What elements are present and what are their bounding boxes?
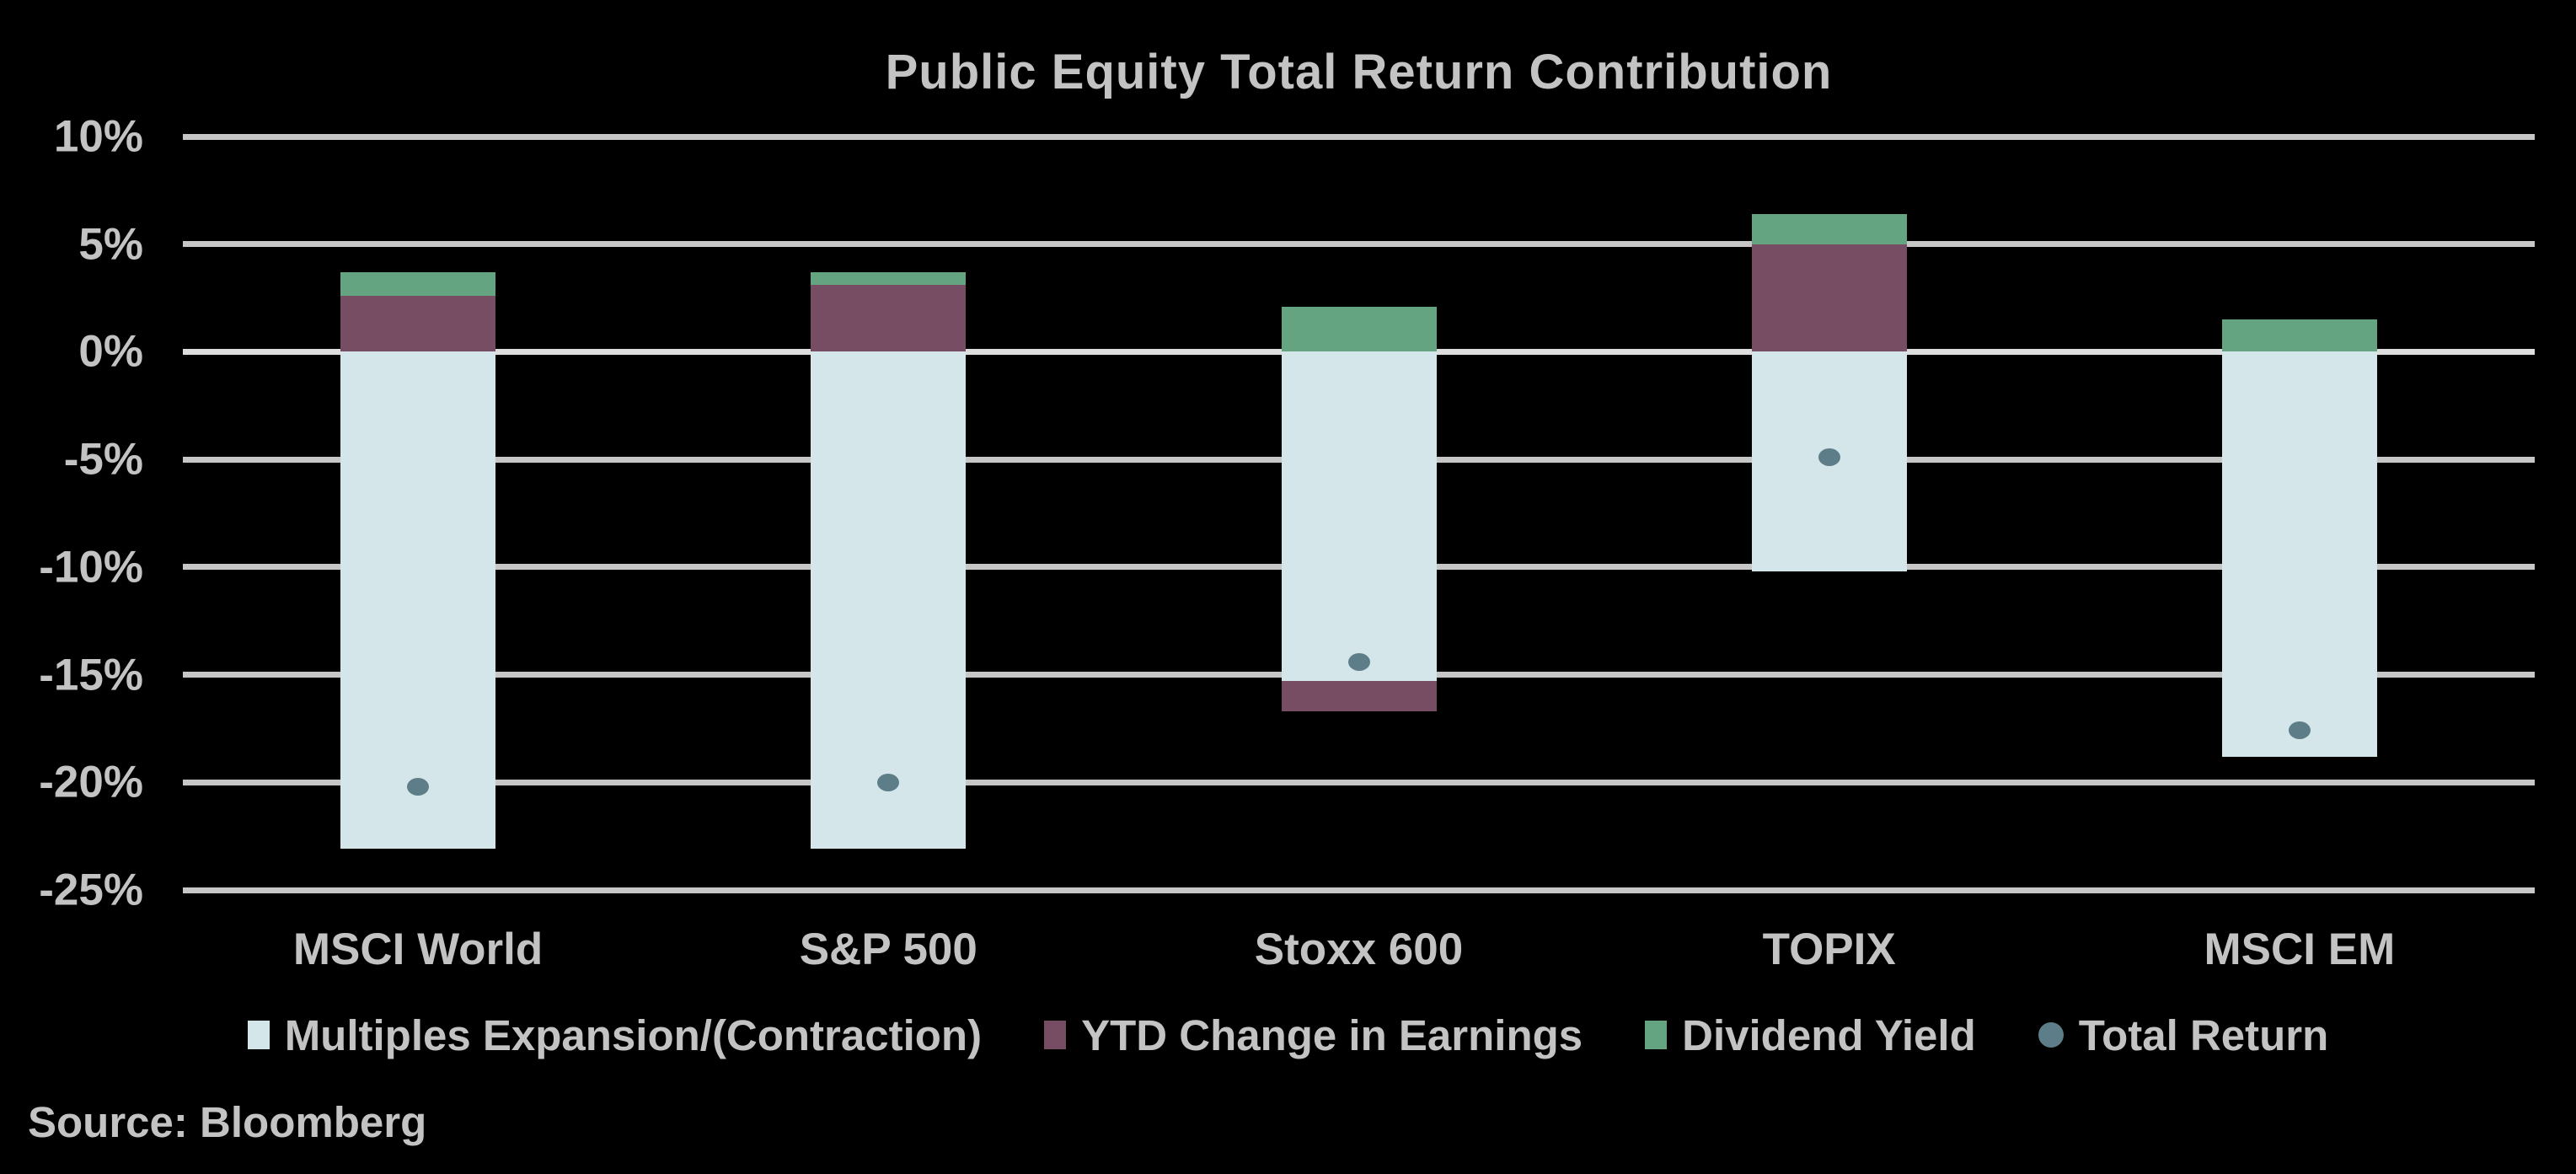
legend-swatch-icon-dividend-yield: [1645, 1021, 1668, 1049]
legend-dot-icon-total-return: [2038, 1022, 2064, 1048]
chart-title: Public Equity Total Return Contribution: [885, 45, 1833, 99]
y-tick-label-5: 5%: [78, 219, 143, 270]
legend-label-ytd-change-in-earnings: YTD Change in Earnings: [1081, 1010, 1583, 1059]
bar-segment-multiples-expansion-contraction-msci-em: [2221, 351, 2377, 757]
y-tick-label-0: 0%: [78, 326, 143, 377]
total-return-dot-stoxx-600: [1347, 652, 1370, 671]
total-return-dot-s-p-500: [877, 773, 900, 791]
y-tick-label-20: -20%: [39, 757, 143, 807]
bar-segment-dividend-yield-topix: [1751, 213, 1907, 244]
y-tick-label-5: -5%: [63, 434, 143, 485]
x-label-topix: TOPIX: [1762, 925, 1896, 974]
bar-segment-multiples-expansion-contraction-s-p-500: [811, 351, 967, 850]
legend-item-multiples-expansion-contraction: Multiples Expansion/(Contraction): [247, 1010, 983, 1060]
legend-label-multiples-expansion-contraction: Multiples Expansion/(Contraction): [284, 1010, 983, 1059]
y-tick-label-15: -15%: [39, 650, 143, 700]
legend: Multiples Expansion/(Contraction) YTD Cha…: [0, 1008, 2576, 1062]
bar-segment-dividend-yield-msci-em: [2221, 319, 2377, 352]
total-return-dot-msci-em: [2288, 721, 2311, 740]
gridline-5: [183, 241, 2535, 248]
x-label-stoxx-600: Stoxx 600: [1254, 925, 1464, 974]
y-tick-label-10: -10%: [39, 542, 143, 592]
x-label-msci-world: MSCI World: [292, 925, 544, 974]
bar-segment-dividend-yield-stoxx-600: [1281, 306, 1437, 352]
legend-item-ytd-change-in-earnings: YTD Change in Earnings: [1044, 1010, 1583, 1060]
gridline-20: [183, 779, 2535, 785]
x-label-s-p-500: S&P 500: [799, 925, 977, 974]
legend-label-dividend-yield: Dividend Yield: [1682, 1010, 1976, 1059]
total-return-dot-topix: [1818, 448, 1840, 467]
y-tick-label-10: 10%: [53, 111, 143, 162]
bar-segment-ytd-change-in-earnings-stoxx-600: [1281, 681, 1437, 711]
legend-label-total-return: Total Return: [2078, 1010, 2329, 1059]
legend-item-dividend-yield: Dividend Yield: [1645, 1010, 1976, 1060]
gridline-25: [183, 887, 2535, 893]
bar-segment-multiples-expansion-contraction-stoxx-600: [1281, 351, 1437, 682]
bar-segment-ytd-change-in-earnings-s-p-500: [811, 285, 967, 352]
legend-item-total-return: Total Return: [2038, 1010, 2329, 1060]
x-label-msci-em: MSCI EM: [2204, 925, 2396, 974]
bar-segment-multiples-expansion-contraction-msci-world: [340, 351, 496, 850]
bar-segment-ytd-change-in-earnings-topix: [1751, 244, 1907, 352]
gridline-10: [183, 133, 2535, 140]
y-tick-label-25: -25%: [39, 865, 143, 915]
bar-segment-dividend-yield-s-p-500: [811, 271, 967, 286]
bar-segment-ytd-change-in-earnings-msci-world: [340, 296, 496, 352]
total-return-dot-msci-world: [407, 777, 430, 796]
legend-swatch-icon-multiples-expansion-contraction: [247, 1021, 270, 1049]
legend-swatch-icon-ytd-change-in-earnings: [1044, 1021, 1067, 1049]
bar-segment-dividend-yield-msci-world: [340, 271, 496, 296]
source-note: Source: Bloomberg: [28, 1098, 427, 1146]
